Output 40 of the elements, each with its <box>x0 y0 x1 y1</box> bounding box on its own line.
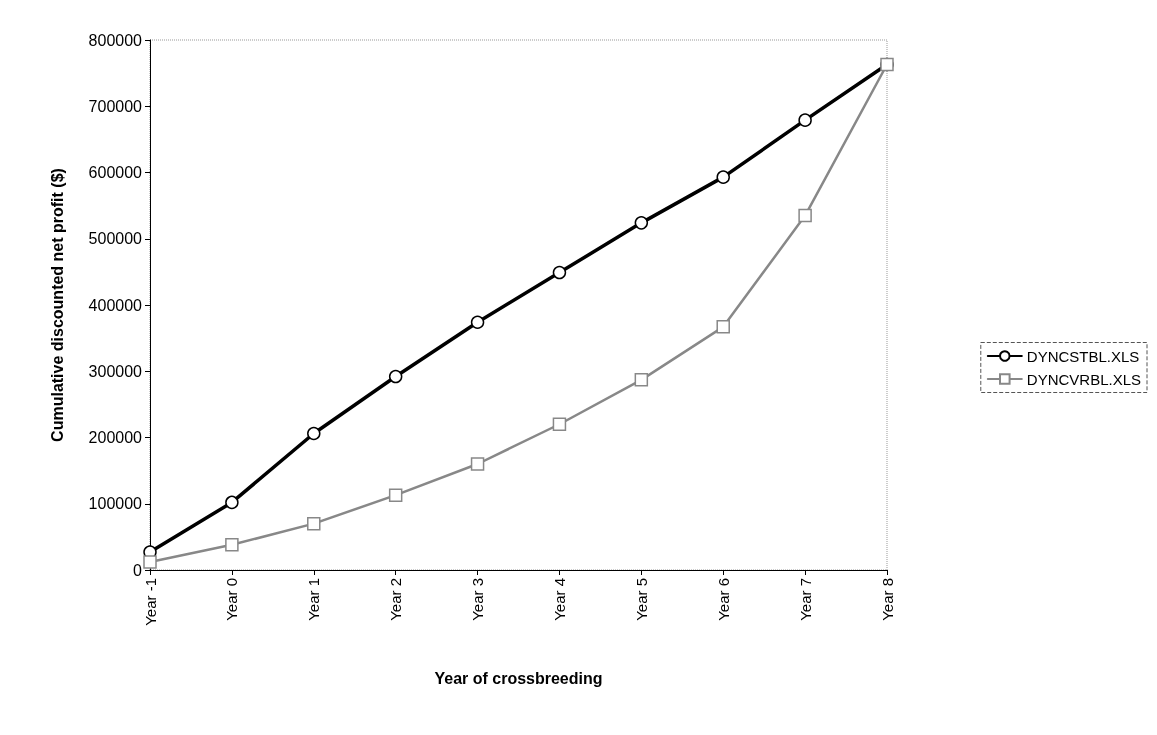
legend-label: DYNCVRBL.XLS <box>1026 370 1142 388</box>
y-tick-label: 700000 <box>88 97 143 115</box>
point <box>307 516 321 531</box>
y-axis-title: Cumulative discounted net profit ($) <box>48 168 66 442</box>
point <box>388 369 403 384</box>
y-tick-label: 100000 <box>88 495 143 513</box>
point <box>470 315 485 329</box>
point <box>552 265 567 280</box>
x-tick-label: Year 3 <box>469 578 487 621</box>
legend-label: DYNCSTBL.XLS <box>1026 347 1140 365</box>
y-tick-label: 300000 <box>88 362 143 380</box>
x-tick-label: Year -1 <box>141 578 159 626</box>
y-tick-label: 500000 <box>88 230 143 248</box>
point <box>388 488 403 502</box>
point <box>634 373 649 387</box>
x-tick-label: Year 8 <box>878 578 896 621</box>
y-tick-label: 600000 <box>88 164 143 181</box>
point <box>716 170 730 184</box>
x-tick-label: Year 0 <box>223 578 241 621</box>
y-tick-label: 0 <box>133 561 143 579</box>
point <box>307 426 321 441</box>
x-tick-label: Year 4 <box>550 578 568 621</box>
x-tick-label: Year 1 <box>305 578 323 621</box>
y-tick-label: 800000 <box>88 31 143 49</box>
point <box>634 216 649 230</box>
x-tick-label: Year 5 <box>632 578 650 621</box>
y-tick-label: 200000 <box>88 429 143 446</box>
point <box>470 457 485 471</box>
point <box>225 538 239 552</box>
point <box>552 417 567 431</box>
x-tick-label: Year 2 <box>387 578 405 621</box>
y-tick-label: 400000 <box>88 296 143 314</box>
point <box>225 495 239 510</box>
point <box>716 320 730 334</box>
point <box>798 208 812 223</box>
point <box>143 555 157 569</box>
x-tick-label: Year 6 <box>714 578 732 621</box>
x-axis-title: Year of crossbreeding <box>434 669 603 687</box>
x-tick-label: Year 7 <box>796 578 814 621</box>
point <box>798 113 812 127</box>
